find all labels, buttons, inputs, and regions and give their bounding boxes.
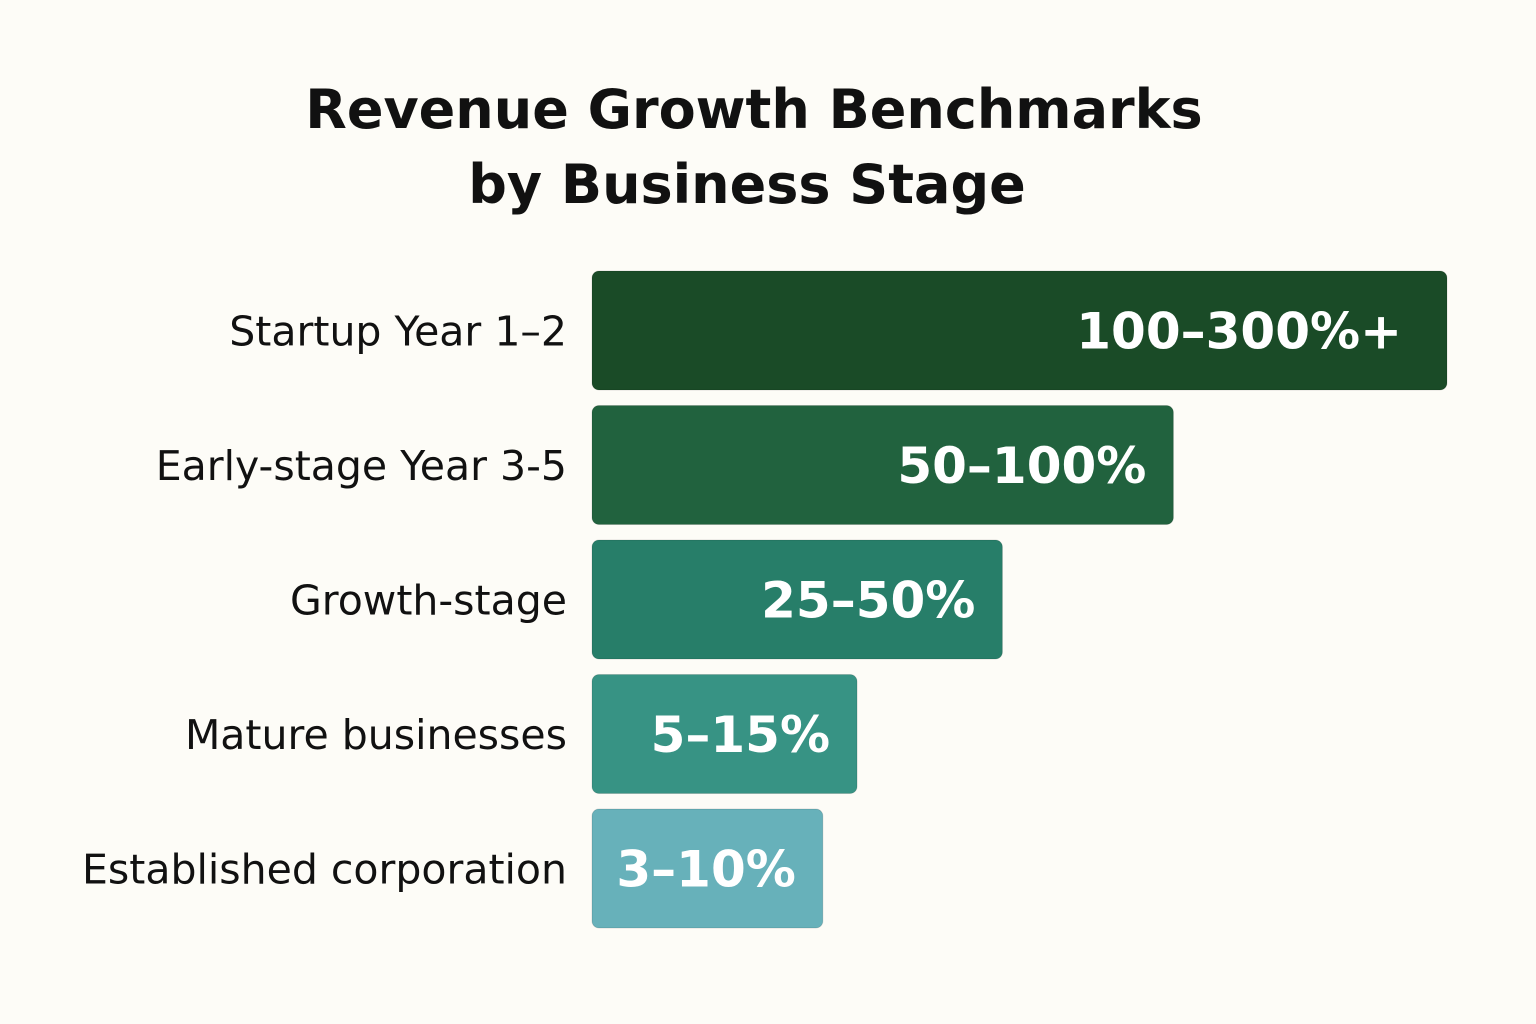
category-label: Established corporation xyxy=(82,846,567,894)
chart-title-line-1: Revenue Growth Benchmarks xyxy=(305,78,1202,141)
bar xyxy=(591,808,824,929)
chart-title-line-2: by Business Stage xyxy=(468,153,1025,216)
bar xyxy=(591,405,1174,525)
value-label: 25–50% xyxy=(761,572,975,630)
category-label: Startup Year 1–2 xyxy=(229,308,567,356)
value-label: 100–300%+ xyxy=(1076,303,1402,361)
value-label: 50–100% xyxy=(897,437,1146,495)
bar xyxy=(591,270,1448,391)
bar xyxy=(591,539,1003,660)
category-label: Mature businesses xyxy=(185,711,567,759)
category-label: Early-stage Year 3-5 xyxy=(156,442,567,490)
category-label: Growth-stage xyxy=(290,577,567,625)
value-label: 5–15% xyxy=(651,706,830,764)
bar xyxy=(591,674,858,794)
value-label: 3–10% xyxy=(616,841,795,899)
